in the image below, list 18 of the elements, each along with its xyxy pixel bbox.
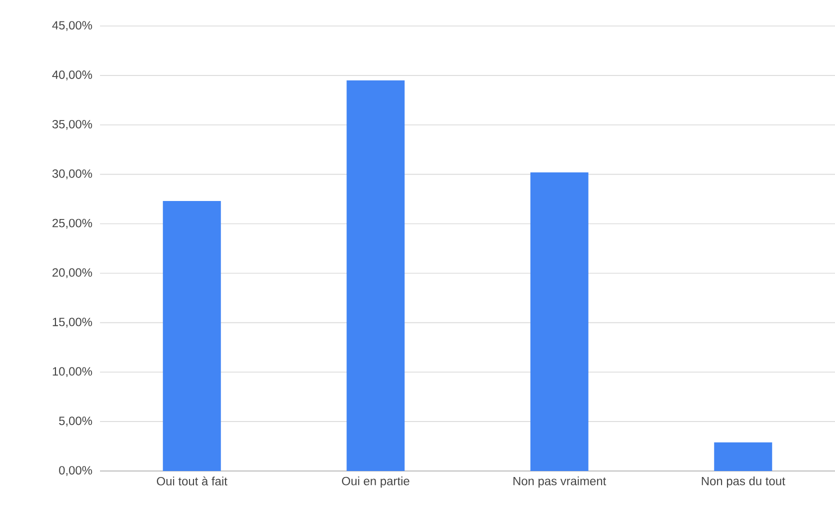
y-tick-label: 0,00% (59, 466, 92, 476)
y-tick-label: 20,00% (52, 268, 92, 278)
x-tick-label: Oui tout à fait (156, 476, 228, 486)
bar (162, 201, 221, 471)
y-tick-label: 45,00% (52, 21, 92, 31)
y-tick-label: 15,00% (52, 318, 92, 328)
x-tick-label: Non pas vraiment (514, 476, 606, 488)
x-tick-label: Non pas du tout (702, 476, 786, 488)
y-tick-label: 25,00% (52, 218, 92, 229)
y-tick-label: 30,00% (52, 169, 92, 180)
y-tick-label: 35,00% (52, 120, 92, 130)
bar (346, 80, 405, 471)
y-tick-label: 40,00% (52, 70, 92, 80)
bar (530, 172, 588, 471)
y-tick-label: 5,00% (59, 416, 92, 426)
bar (714, 442, 772, 471)
y-tick-label: 10,00% (52, 367, 92, 378)
x-tick-label: Oui en partie (342, 476, 410, 488)
